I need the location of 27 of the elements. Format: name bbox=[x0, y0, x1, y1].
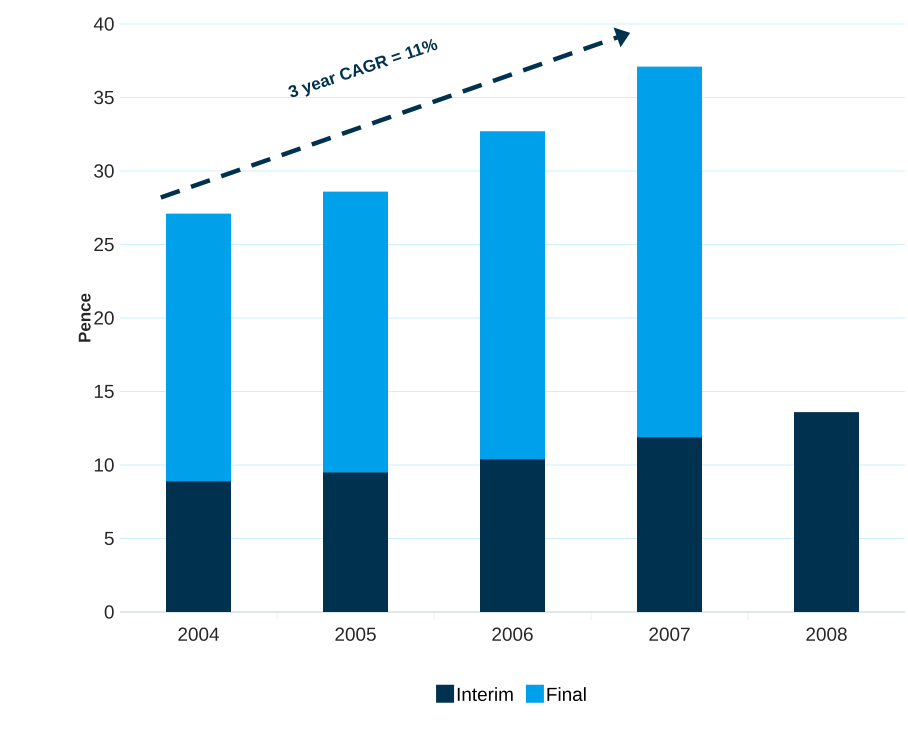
y-tick-label: 25 bbox=[94, 238, 114, 252]
legend-label: Interim bbox=[458, 687, 513, 702]
bar bbox=[794, 412, 860, 612]
y-tick-label: 15 bbox=[94, 384, 114, 398]
bar bbox=[166, 214, 232, 482]
x-tick-label: 2007 bbox=[649, 628, 690, 641]
annotation: 3 year CAGR = 11% bbox=[288, 38, 438, 98]
bar bbox=[323, 472, 388, 612]
x-tick-label: 2006 bbox=[492, 628, 533, 641]
y-tick-label: 10 bbox=[94, 458, 114, 472]
y-axis-title: Pence bbox=[78, 294, 91, 342]
y-tick-label: 35 bbox=[94, 90, 114, 104]
x-tick-label: 2005 bbox=[335, 628, 376, 641]
bar bbox=[323, 192, 388, 472]
bar bbox=[166, 481, 232, 612]
y-tick-label: 30 bbox=[94, 164, 114, 178]
x-tick-label: 2004 bbox=[178, 628, 219, 641]
y-tick-label: 0 bbox=[104, 605, 114, 619]
bar bbox=[637, 437, 702, 612]
y-tick-label: 40 bbox=[94, 17, 114, 31]
bar bbox=[480, 459, 546, 612]
bar bbox=[480, 131, 546, 460]
y-tick-label: 5 bbox=[104, 532, 114, 546]
y-tick-label: 20 bbox=[94, 311, 114, 325]
x-tick-label: 2008 bbox=[806, 628, 847, 641]
legend-label: Final bbox=[547, 687, 586, 702]
bar bbox=[637, 66, 702, 438]
